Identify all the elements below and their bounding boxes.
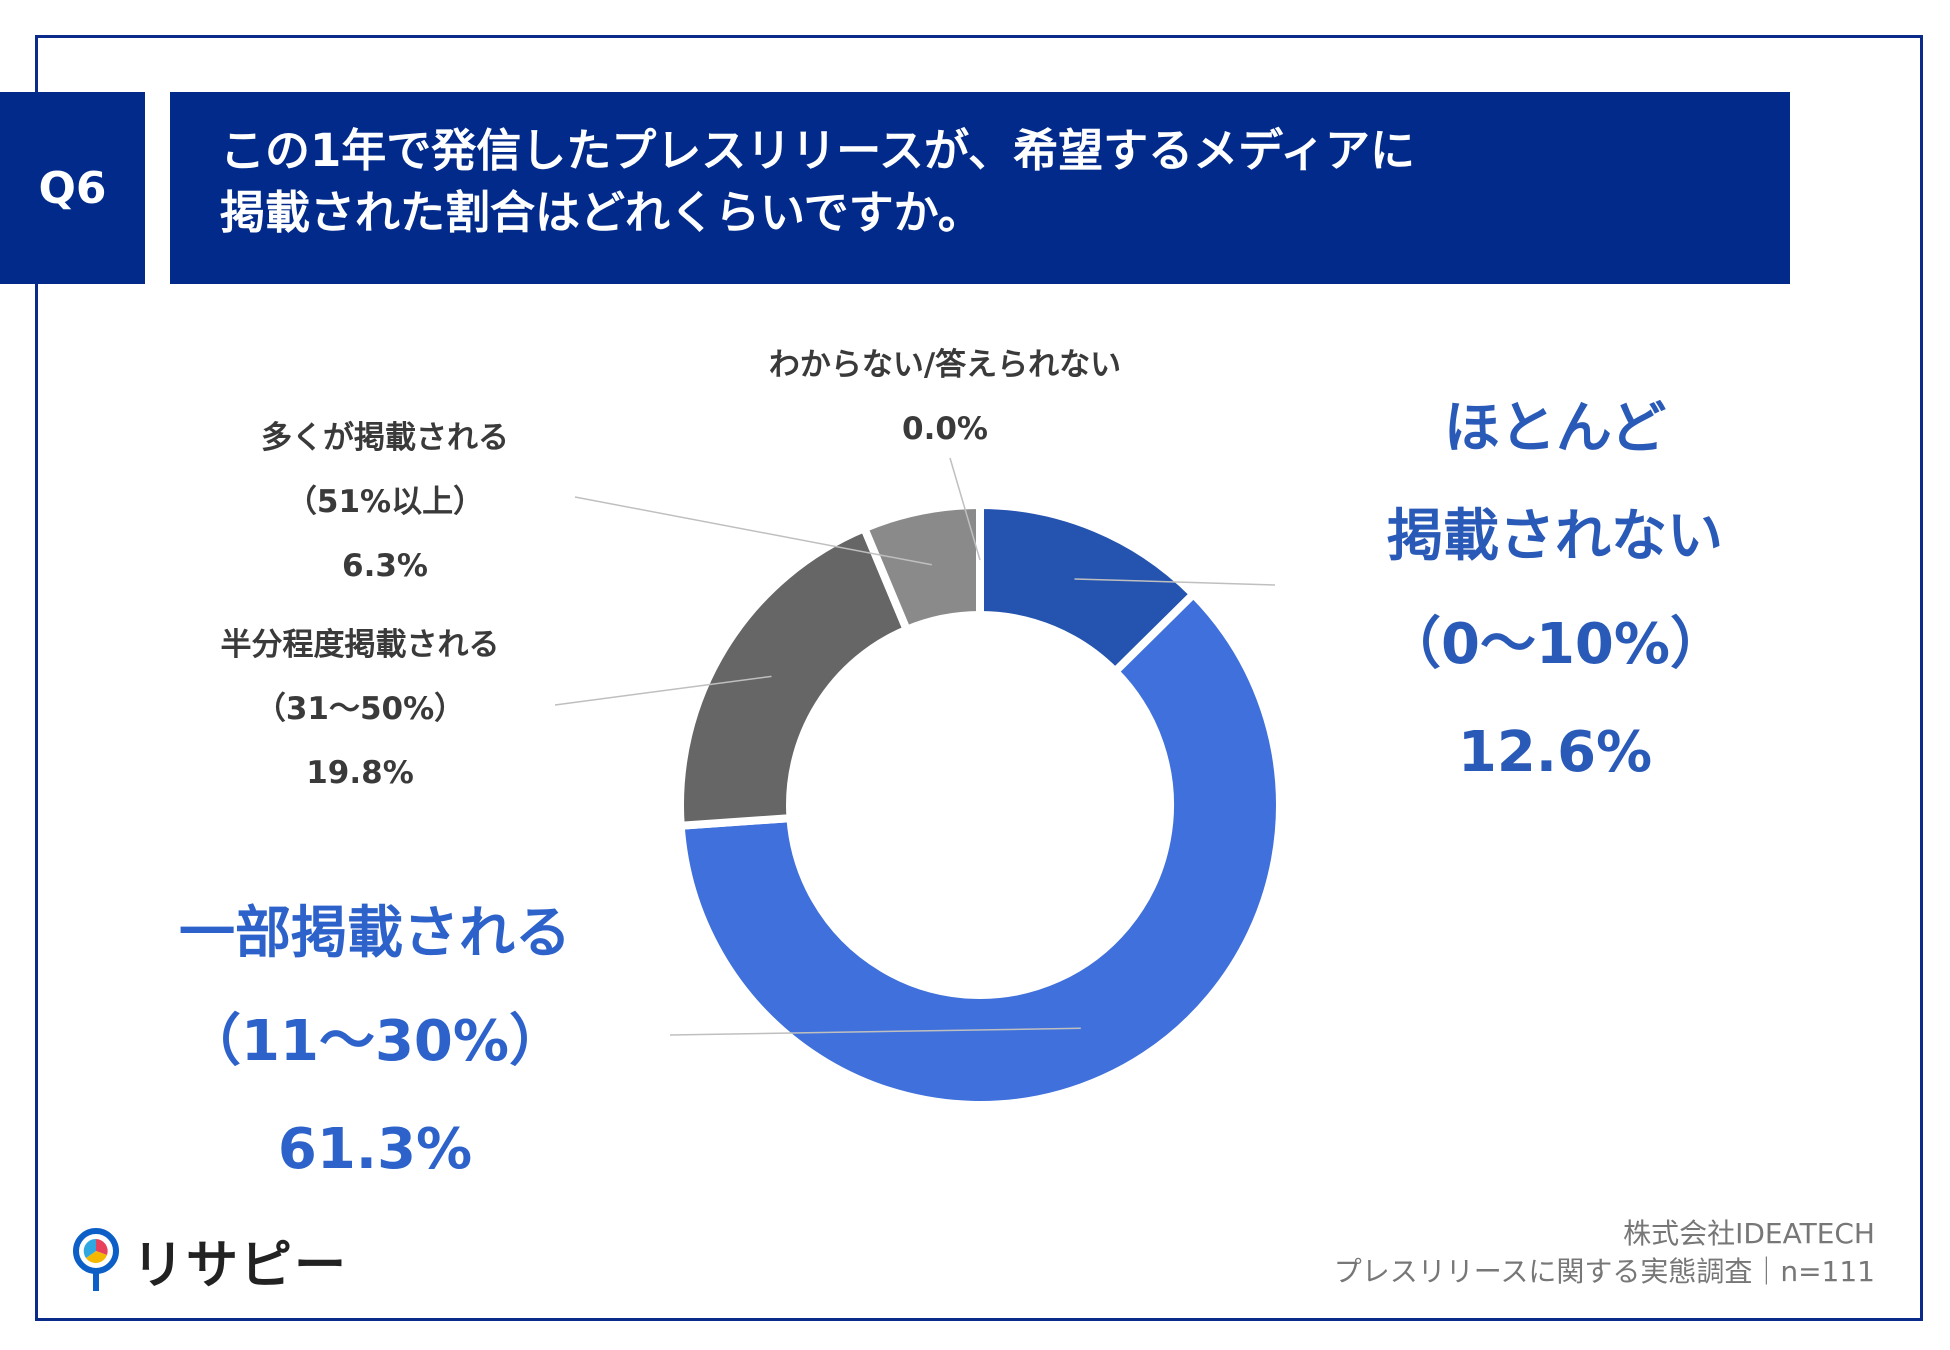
question-number: Q6 [38,162,107,214]
label-line: （11〜30%） [185,1009,565,1074]
value-label: 19.8% [306,755,414,791]
label-line: 多くが掲載される [261,420,509,456]
label-segment-3: 多くが掲載される （51%以上） 6.3% [215,406,555,598]
brand-logo: リサピー [70,1228,348,1296]
leader-line [554,675,772,706]
donut-segment [859,500,984,635]
leader-line [669,1027,1081,1036]
slide-frame [35,35,1923,1321]
leader-line [574,496,932,566]
source-note: 株式会社IDEATECH プレスリリースに関する実態調査｜n=111 [1334,1215,1875,1291]
source-survey: プレスリリースに関する実態調査｜n=111 [1333,1255,1875,1288]
label-line: 掲載されない [1387,504,1723,569]
label-line: わからない/答えられない [768,347,1122,383]
label-line: （31〜50%） [254,691,466,727]
label-line: 半分程度掲載される [220,627,500,663]
source-company: 株式会社IDEATECH [1623,1217,1875,1250]
leader-line [1074,578,1276,586]
label-segment-0: ほとんど 掲載されない （0〜10%） 12.6% [1385,375,1727,807]
value-label: 12.6% [1457,720,1653,785]
donut-segment [676,522,912,830]
title-line-2: 掲載された割合はどれくらいですか。 [220,186,983,239]
label-segment-2: 半分程度掲載される （31〜50%） 19.8% [190,613,530,805]
value-label: 0.0% [902,411,988,447]
value-label: 6.3% [342,548,428,584]
logo-text: リサピー [132,1235,349,1296]
label-segment-1: 一部掲載される （11〜30%） 61.3% [155,880,595,1204]
question-badge: Q6 [0,92,145,284]
donut-segment [676,588,1284,1109]
pin-logo-icon [73,1228,119,1291]
label-line: 一部掲載される [179,901,571,966]
label-line: （51%以上） [285,484,485,520]
leader-line [949,457,981,561]
question-title: この1年で発信したプレスリリースが、希望するメディアに 掲載された割合はどれくら… [170,92,1790,284]
title-line-1: この1年で発信したプレスリリースが、希望するメディアに [220,124,1416,177]
label-line: ほとんど [1443,396,1667,461]
label-segment-4: わからない/答えられない 0.0% [725,333,1165,461]
label-line: （0〜10%） [1385,612,1727,677]
value-label: 61.3% [277,1117,473,1182]
